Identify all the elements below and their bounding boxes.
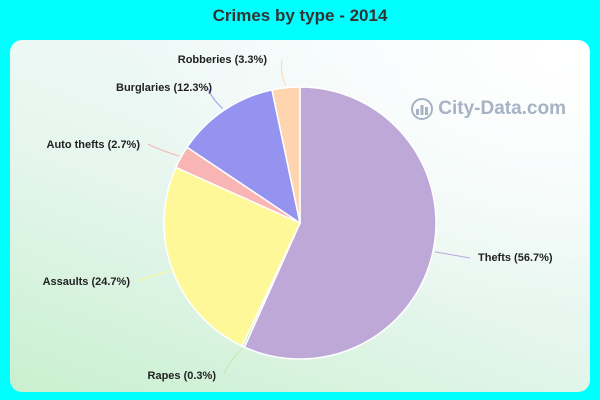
chart-title: Crimes by type - 2014: [212, 6, 388, 25]
plot-area: City-Data.com Thefts (56.7%) Rapes (0.3%)…: [10, 40, 590, 392]
slice-label: Rapes (0.3%): [148, 370, 217, 382]
watermark-text: City-Data.com: [438, 98, 566, 119]
leader-line: [147, 143, 180, 157]
leader-line: [223, 348, 243, 375]
leader-line: [207, 87, 224, 109]
city-data-logo-icon: [411, 98, 434, 120]
pie-slice: [243, 86, 437, 360]
leader-line: [280, 59, 287, 86]
pie-slice: [271, 86, 301, 224]
slice-label: Auto thefts (2.7%): [47, 139, 141, 151]
slice-label: Assaults (24.7%): [43, 276, 131, 288]
slice-label: Thefts (56.7%): [478, 252, 553, 264]
pie-slice: [163, 166, 302, 348]
leader-line: [137, 270, 171, 282]
watermark: City-Data.com: [410, 98, 566, 120]
pie-chart: Thefts (56.7%) Rapes (0.3%) Assaults (24.7…: [43, 54, 553, 382]
slice-label: Robberies (3.3%): [178, 54, 268, 66]
slice-label: Burglaries (12.3%): [116, 82, 212, 94]
pie-slice: [185, 89, 302, 225]
leader-line: [434, 251, 471, 259]
